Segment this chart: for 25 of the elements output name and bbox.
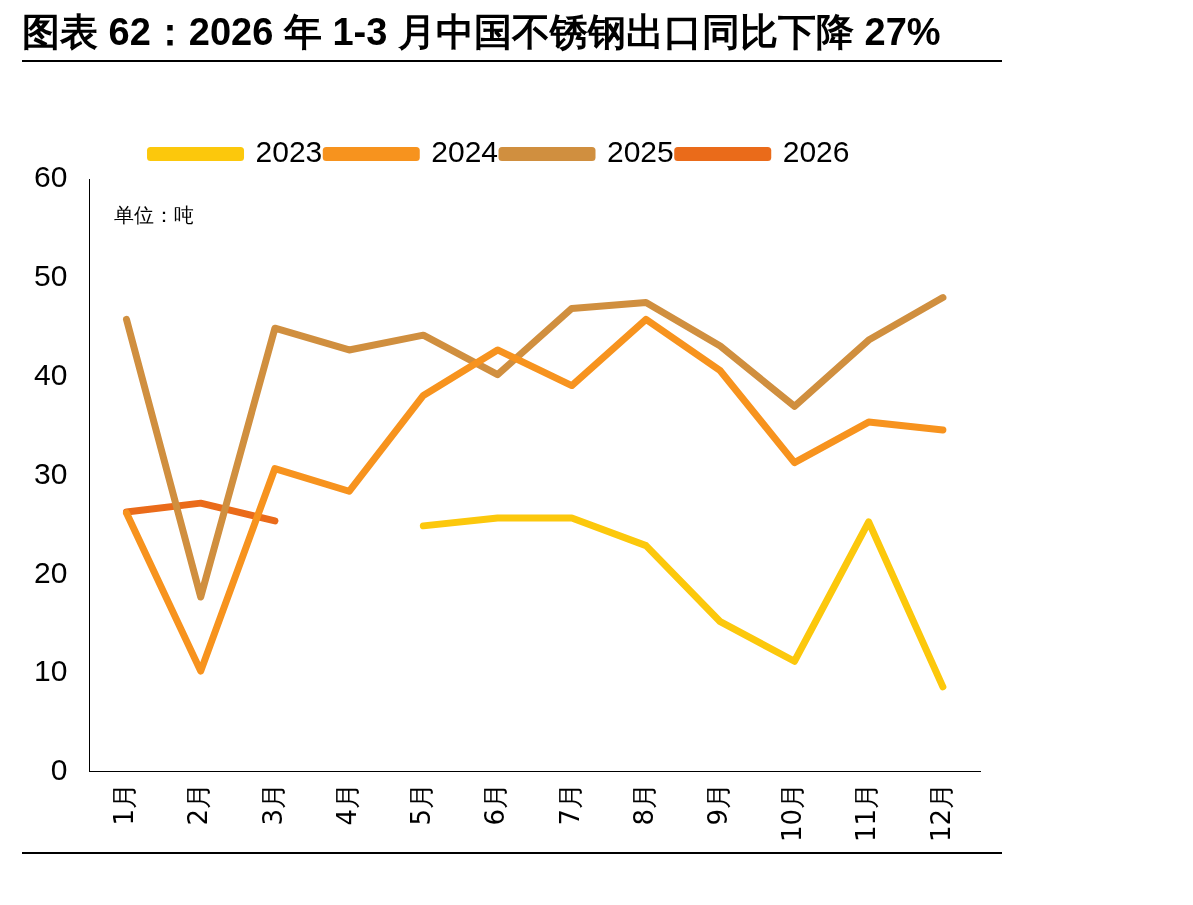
legend-label: 2024: [431, 135, 499, 169]
annotation: 单位：吨: [114, 203, 195, 228]
y-tick-label: 20: [33, 555, 68, 589]
x-tick-label: 10月: [777, 782, 808, 843]
x-tick-label: 7月: [554, 782, 585, 826]
x-tick-label: 2月: [183, 782, 214, 826]
x-tick-label: 6月: [480, 782, 511, 826]
y-tick-label: 0: [50, 753, 68, 787]
legend-label: 2023: [255, 135, 323, 169]
y-tick-label: 50: [33, 259, 68, 293]
x-tick-label: 4月: [331, 782, 362, 826]
x-tick-label: 3月: [257, 782, 288, 826]
x-tick-label: 9月: [702, 782, 733, 826]
y-tick-label: 30: [33, 456, 68, 490]
y-tick-label: 40: [33, 357, 68, 391]
x-tick-label: 8月: [628, 782, 659, 826]
legend-label: 2025: [607, 135, 674, 169]
y-tick-label: 60: [33, 160, 68, 194]
legend-label: 2026: [782, 135, 850, 169]
chart-title: 图表 62：2026 年 1-3 月中国不锈钢出口同比下降 27%: [22, 8, 1002, 62]
x-tick-label: 12月: [925, 782, 956, 843]
x-tick-label: 11月: [851, 782, 882, 843]
x-tick-label: 1月: [109, 782, 140, 826]
y-tick-label: 10: [33, 654, 68, 688]
x-tick-label: 5月: [406, 782, 437, 826]
